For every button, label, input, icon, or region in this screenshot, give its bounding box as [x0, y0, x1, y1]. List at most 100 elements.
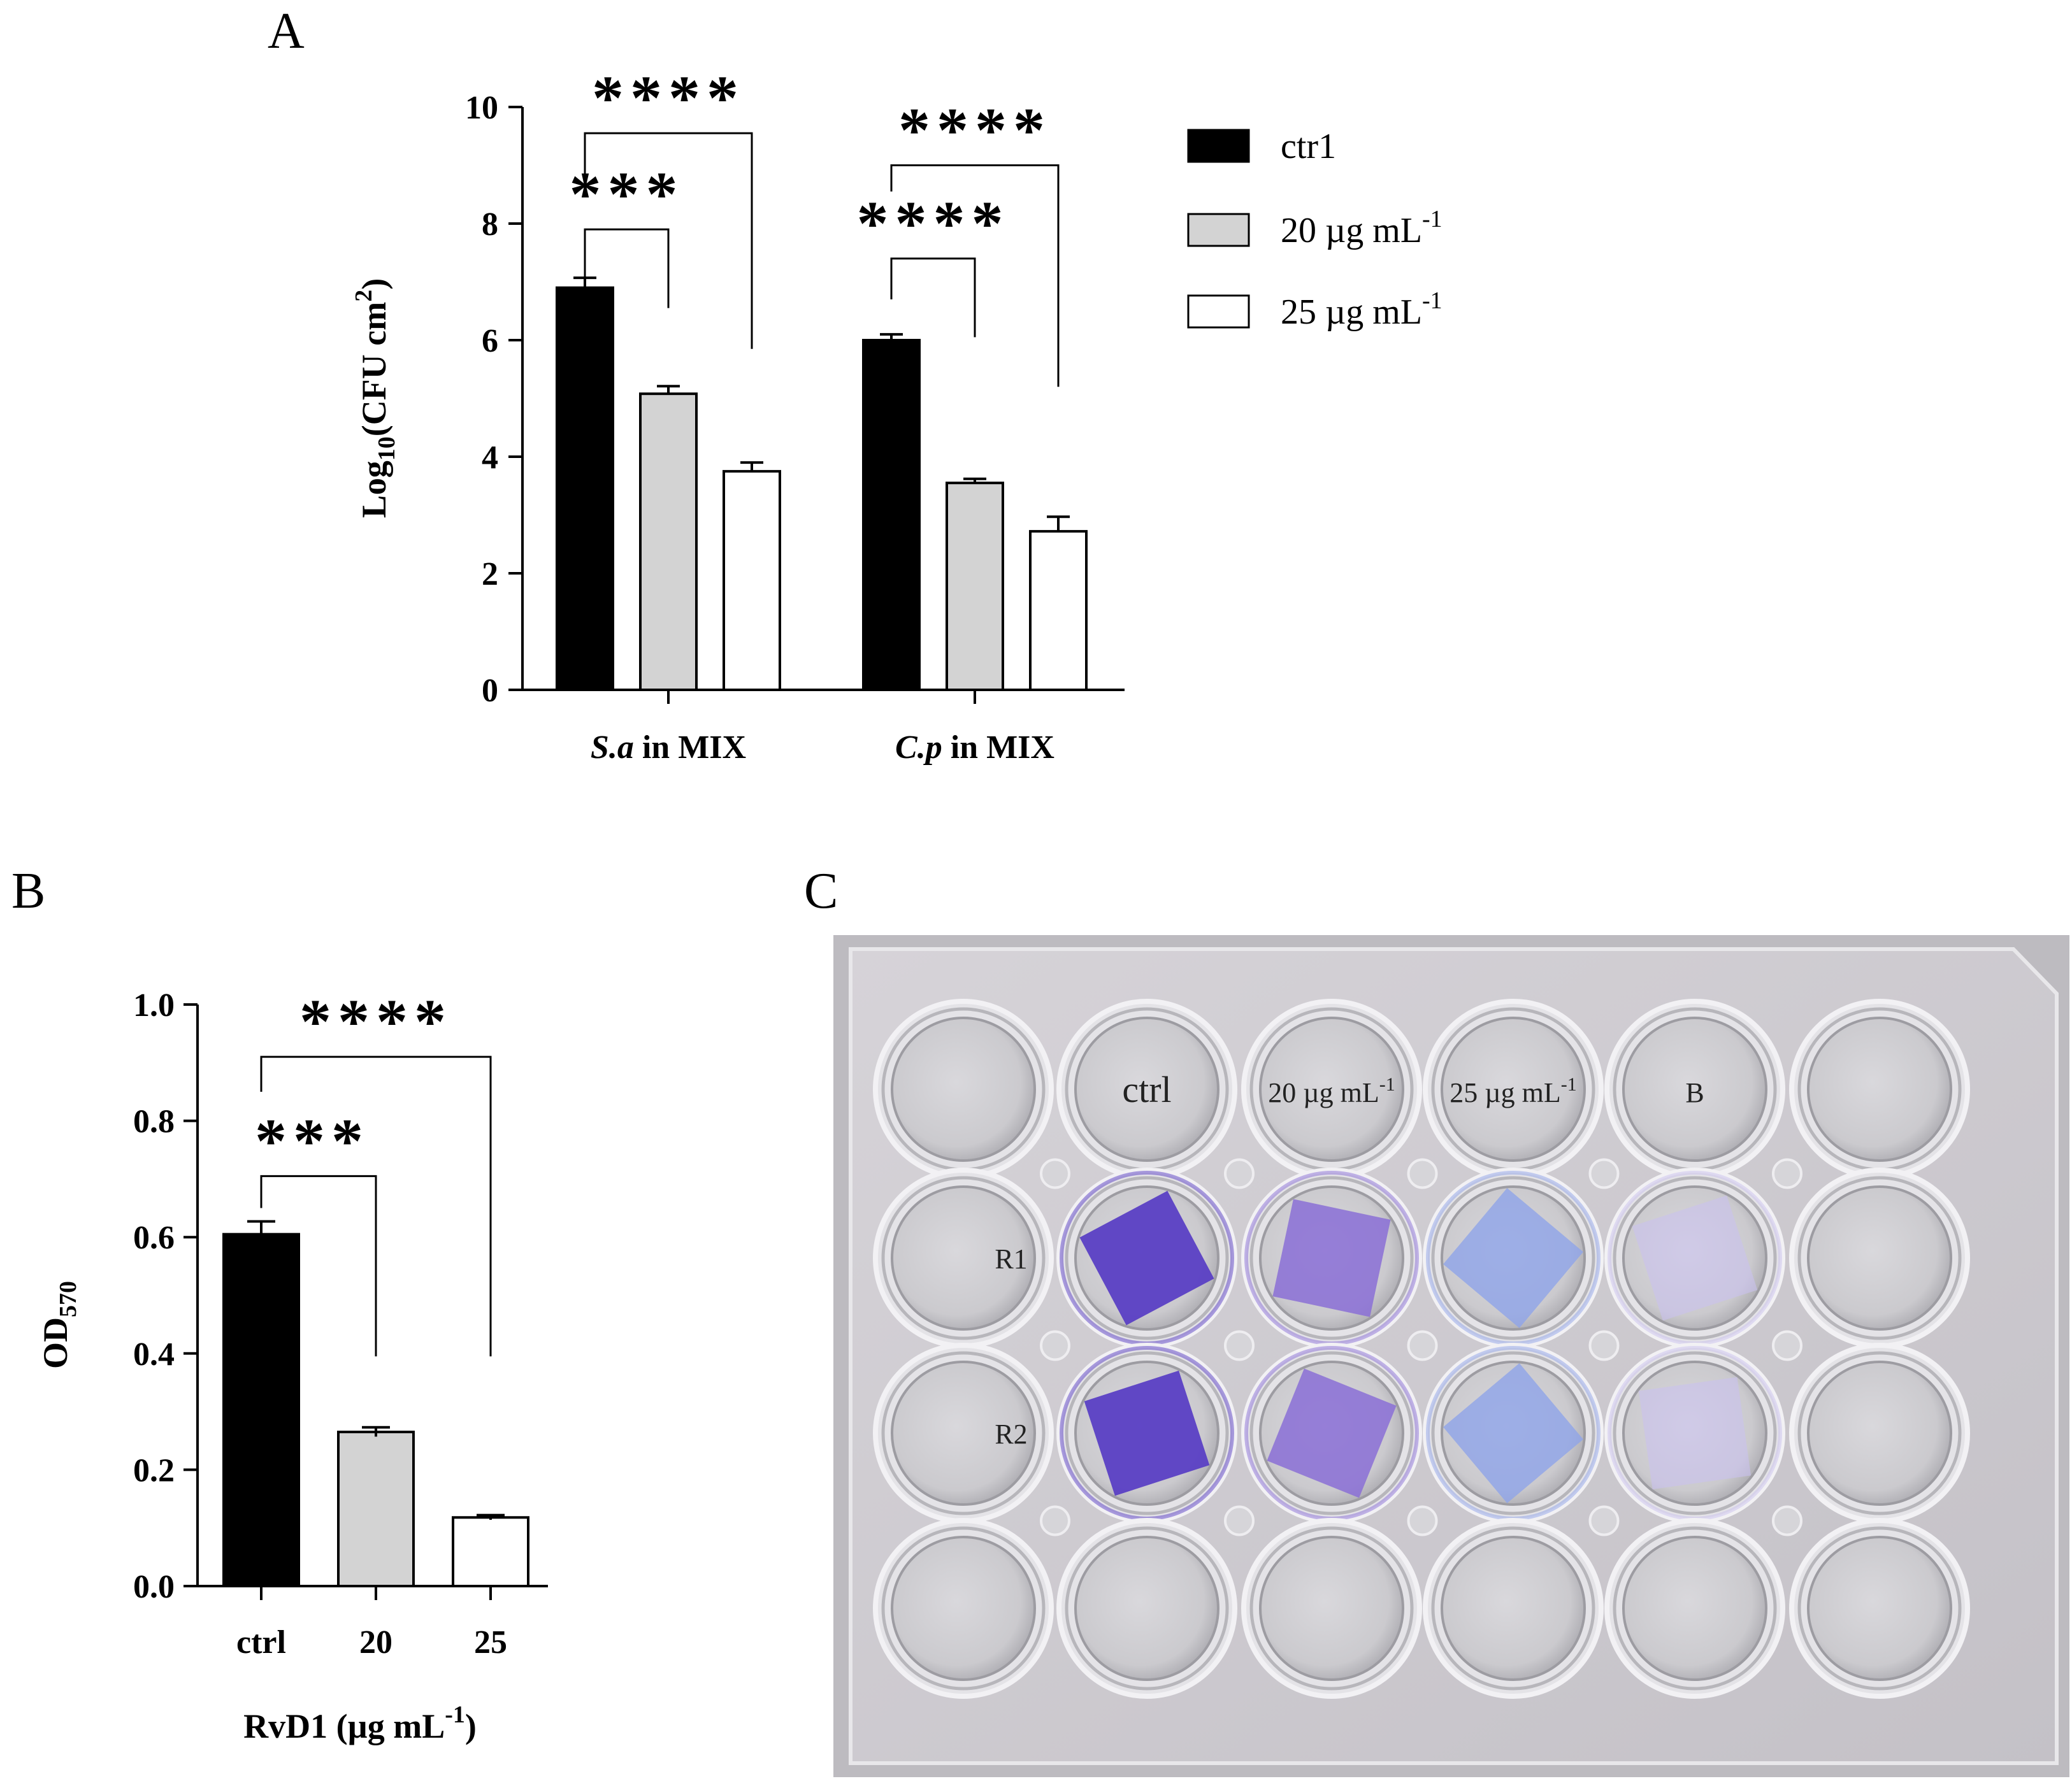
chart-a-y-axis-title: Log10(CFU cm2) [350, 278, 400, 518]
well-interior [1259, 1017, 1404, 1162]
chart-a-y-axis-title-end: ) [355, 278, 393, 290]
well-ring [1249, 1526, 1414, 1691]
chart-b-x-axis-title: RvD1 (µg mL-1) [243, 1701, 477, 1745]
chart-a-bar [1029, 530, 1088, 691]
well-column-label: ctrl [1122, 1069, 1171, 1110]
biofilm-sample [1267, 1368, 1397, 1498]
well-interior [1807, 1536, 1952, 1681]
chart-a-y-tick-label: 0 [482, 673, 498, 709]
chart-a-bar [556, 286, 614, 691]
well-ring [1065, 1176, 1229, 1340]
plate-spacer [1588, 1158, 1620, 1189]
plate-spacer [1588, 1505, 1620, 1536]
well-interior [1441, 1017, 1586, 1162]
chart-a-tick-labels: 0 2 4 6 8 10 [465, 90, 498, 709]
plate-spacer [1407, 1330, 1438, 1361]
chart-a-category-label: C.p in MIX [895, 729, 1054, 766]
well-plate-wells [873, 999, 1970, 1699]
chart-a-legend-label-base: 20 µg mL [1281, 211, 1422, 250]
well-interior [1622, 1017, 1767, 1162]
chart-a-y-axis-title-sup: 2 [350, 290, 377, 302]
chart-a-significance-bracket [584, 228, 670, 308]
plate-spacer [1588, 1330, 1620, 1361]
chart-a-category-label-rest: in MIX [634, 729, 746, 766]
chart-b-y-tick-label: 0.8 [133, 1104, 175, 1140]
chart-a-significance-bracket [890, 164, 1060, 387]
plate-spacer [1224, 1505, 1255, 1536]
well-column-label: 20 µg mL-1 [1268, 1074, 1395, 1108]
chart-a-legend-label: 20 µg mL-1 [1281, 206, 1442, 250]
chart-a-y-tick-label: 10 [465, 90, 498, 126]
chart-b-tick-labels: 0.0 0.2 0.4 0.6 0.8 1.0 [133, 987, 175, 1605]
biofilm-sample [1079, 1191, 1214, 1326]
chart-a-axes [508, 106, 1125, 704]
chart-a-legend-label-base: 25 µg mL [1281, 292, 1422, 332]
chart-a-legend-label-base: ctr1 [1281, 127, 1336, 166]
chart-a-significance-label: **** [592, 62, 745, 133]
well-interior [1259, 1536, 1404, 1681]
chart-a-significance-label: *** [570, 159, 684, 229]
chart-b-significance-bracket [260, 1175, 377, 1357]
well-interior [1074, 1536, 1219, 1681]
biofilm-sample [1084, 1370, 1210, 1496]
chart-b-bar [337, 1431, 415, 1587]
well-ring [1065, 1526, 1229, 1691]
chart-a-y-axis-title-mid: (CFU cm [355, 302, 393, 436]
chart-b-x-axis-title-end: ) [465, 1707, 477, 1745]
chart-b-y-axis-title-base: OD [36, 1317, 75, 1369]
chart-b-y-axis-title: OD570 [36, 1281, 82, 1369]
well-column-label: 25 µg mL-1 [1450, 1074, 1576, 1108]
well-ring [1431, 1351, 1595, 1515]
chart-b-significance-label: **** [299, 986, 452, 1057]
biofilm-sample [1443, 1363, 1583, 1503]
well-ring [1797, 1526, 1962, 1691]
chart-b-x-axis-title-base: RvD1 (µg mL [243, 1707, 445, 1745]
chart-a-category-label: S.a in MIX [591, 729, 746, 766]
chart-a-y-axis-title-base: Log [355, 461, 393, 518]
well-column-label-base: ctrl [1122, 1069, 1171, 1110]
well-interior [1807, 1017, 1952, 1162]
chart-a-legend-label-sup: -1 [1422, 206, 1442, 232]
chart-a-legend-swatch [1187, 294, 1250, 329]
chart-a-y-tick-label: 8 [482, 206, 498, 243]
chart-a-significance-label: **** [857, 188, 1010, 259]
chart-b-x-axis-title-sup: -1 [445, 1701, 465, 1728]
chart-b-category-label: 20 [359, 1624, 392, 1661]
chart-b-category-labels: ctrl 20 25 [236, 1624, 507, 1661]
well-column-label-base: B [1685, 1077, 1704, 1108]
chart-b-y-tick-label: 0.2 [133, 1452, 175, 1489]
chart-a-y-axis-title-sub: 10 [373, 436, 400, 461]
biofilm-sample [1443, 1188, 1583, 1328]
chart-a-legend-swatch [1187, 129, 1250, 163]
plate-spacer [1224, 1330, 1255, 1361]
chart-a-legend-label: 25 µg mL-1 [1281, 287, 1442, 332]
well-interior [891, 1017, 1036, 1162]
chart-a-category-label-italic: S.a [591, 729, 634, 766]
chart-a-y-tick-label: 6 [482, 323, 498, 359]
well-ring [881, 1351, 1046, 1515]
well-ring [881, 1176, 1046, 1340]
chart-a-significance-bracket [890, 257, 976, 338]
plate-spacer [1040, 1330, 1070, 1361]
well-row-label: R2 [995, 1419, 1027, 1450]
plate-spacer [1224, 1158, 1255, 1189]
well-interior [891, 1361, 1036, 1506]
well-column-label-sup: -1 [1561, 1074, 1577, 1095]
chart-b: 0.00.20.40.60.81.0 ******* ctrl 20 25 OD57… [36, 986, 548, 1745]
chart-b-significance-bracket [260, 1055, 492, 1357]
panel-label-a: A [268, 3, 305, 59]
well-ring [1431, 1176, 1595, 1340]
well-ring [881, 1526, 1046, 1691]
chart-a-category-label-rest: in MIX [942, 729, 1054, 766]
plate-spacer [1040, 1505, 1070, 1536]
chart-a-bars [556, 276, 1088, 691]
chart-b-y-tick-label: 0.6 [133, 1220, 175, 1256]
chart-b-y-tick-label: 0.0 [133, 1569, 175, 1605]
biofilm-sample [1272, 1199, 1391, 1317]
chart-b-bars [222, 1220, 529, 1588]
panel-label-b: B [11, 863, 45, 919]
chart-b-bar [222, 1233, 300, 1587]
